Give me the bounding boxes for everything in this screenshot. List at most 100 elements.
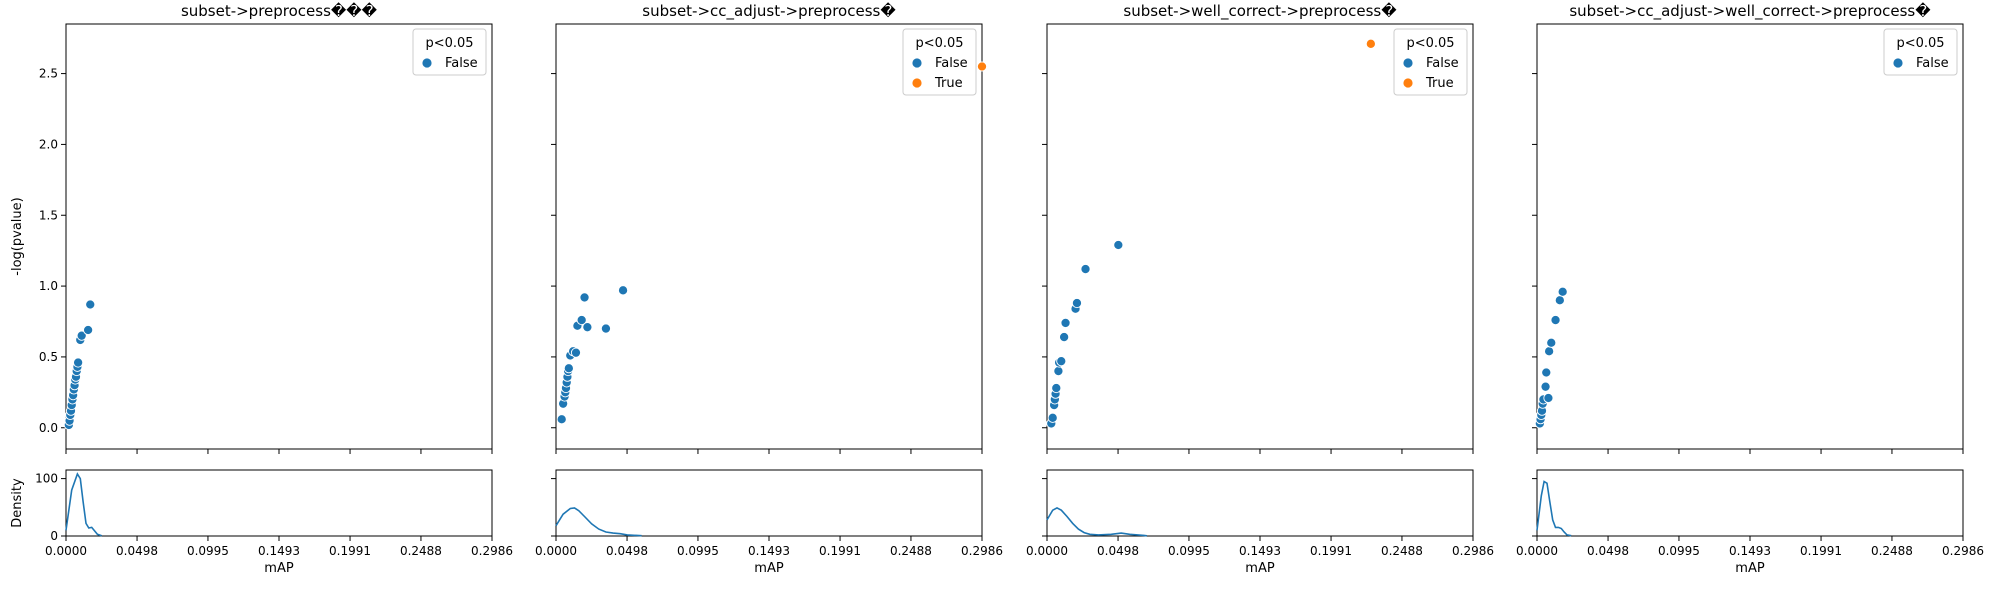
legend-title: p<0.05	[1896, 36, 1944, 51]
data-point-true	[976, 61, 988, 72]
x-tick-label: 0.1493	[1239, 544, 1281, 558]
legend-title: p<0.05	[1406, 36, 1454, 51]
x-tick-label: 0.2488	[400, 544, 442, 558]
chart-title: subset->well_correct->preprocess�	[1123, 2, 1397, 21]
data-point-false	[1060, 317, 1071, 328]
x-tick-label: 0.2488	[1381, 544, 1423, 558]
x-tick-label: 0.0498	[116, 544, 158, 558]
density-curve	[65, 472, 102, 537]
x-tick-label: 0.2488	[1871, 544, 1913, 558]
x-tick-label: 0.2986	[471, 544, 513, 558]
data-point-false	[1047, 412, 1058, 423]
density-curve	[555, 507, 642, 537]
data-point-false	[1544, 346, 1555, 357]
x-tick-label: 0.0000	[1026, 544, 1068, 558]
x-tick-label: 0.1991	[329, 544, 371, 558]
legend-box	[902, 28, 977, 96]
data-point-false	[579, 292, 590, 303]
legend-label: False	[445, 56, 478, 71]
data-point-false	[85, 299, 96, 310]
data-point-false	[582, 322, 593, 333]
x-tick-label: 0.0498	[606, 544, 648, 558]
x-axis-label: mAP	[264, 561, 294, 576]
data-point-false	[1541, 367, 1552, 378]
data-point-false	[76, 330, 87, 341]
data-point-false	[73, 357, 84, 368]
data-point-false	[1540, 381, 1551, 392]
x-tick-label: 0.0000	[1516, 544, 1558, 558]
data-point-false	[618, 285, 629, 296]
chart-title: subset->cc_adjust->preprocess�	[642, 2, 896, 21]
data-point-false	[1557, 286, 1568, 297]
legend-label: False	[935, 56, 968, 71]
y-tick-label: 0.0	[39, 421, 58, 435]
legend-label: False	[1916, 56, 1949, 71]
data-point-false	[1051, 383, 1062, 394]
x-axis-label: mAP	[1245, 561, 1275, 576]
legend-label: True	[1425, 76, 1454, 91]
x-tick-label: 0.1493	[1729, 544, 1771, 558]
x-tick-label: 0.0000	[535, 544, 577, 558]
legend-marker-true	[911, 77, 923, 89]
legend-title: p<0.05	[915, 36, 963, 51]
x-tick-label: 0.2488	[890, 544, 932, 558]
data-point-false	[1554, 295, 1565, 306]
data-point-false	[556, 414, 567, 425]
legend-marker-false	[911, 57, 923, 69]
data-point-false	[1053, 366, 1064, 377]
data-point-false	[1546, 337, 1557, 348]
data-point-false	[83, 324, 94, 336]
x-tick-label: 0.0995	[677, 544, 719, 558]
x-tick-label: 0.1991	[1310, 544, 1352, 558]
x-tick-label: 0.0000	[45, 544, 87, 558]
x-tick-label: 0.1991	[1800, 544, 1842, 558]
legend-title: p<0.05	[425, 36, 473, 51]
x-tick-label: 0.2986	[961, 544, 1003, 558]
data-point-false	[576, 315, 587, 326]
data-point-false	[1056, 356, 1067, 367]
y-tick-label: 0.5	[39, 350, 58, 364]
x-axis-label: mAP	[1735, 561, 1765, 576]
x-tick-label: 0.0498	[1097, 544, 1139, 558]
x-tick-label: 0.1493	[748, 544, 790, 558]
legend-marker-false	[1402, 57, 1414, 69]
x-axis-label: mAP	[754, 561, 784, 576]
data-point-false	[1080, 264, 1091, 275]
y-tick-label: 1.0	[39, 279, 58, 293]
data-point-false	[570, 347, 582, 358]
x-tick-label: 0.1493	[258, 544, 300, 558]
data-point-false	[1550, 315, 1561, 326]
data-point-false	[1113, 239, 1124, 251]
x-tick-label: 0.1991	[819, 544, 861, 558]
density-y-tick-label: 100	[35, 472, 58, 486]
data-point-false	[600, 323, 611, 334]
x-tick-label: 0.0995	[1168, 544, 1210, 558]
y-tick-label: 2.0	[39, 137, 58, 151]
y-tick-label: 2.5	[39, 67, 58, 81]
legend-box	[1393, 28, 1468, 96]
legend-marker-false	[1892, 57, 1904, 69]
legend-label: False	[1426, 56, 1459, 71]
data-point-false	[1543, 392, 1554, 404]
data-point-false	[563, 363, 574, 374]
chart-title: subset->preprocess���	[181, 2, 378, 20]
legend-marker-true	[1402, 77, 1414, 89]
data-point-true	[1365, 38, 1376, 49]
density-curve	[1536, 480, 1572, 537]
y-tick-label: 1.5	[39, 208, 58, 222]
density-y-axis-label: Density	[10, 478, 25, 528]
density-y-tick-label: 0	[50, 529, 58, 543]
chart-title: subset->cc_adjust->well_correct->preproc…	[1569, 2, 1931, 21]
x-tick-label: 0.2986	[1942, 544, 1984, 558]
legend-label: True	[934, 76, 963, 91]
legend-marker-false	[421, 57, 433, 69]
data-point-false	[1059, 332, 1070, 343]
data-point-false	[1071, 298, 1083, 309]
x-tick-label: 0.0995	[187, 544, 229, 558]
density-curve	[1046, 506, 1148, 537]
x-tick-label: 0.0498	[1587, 544, 1629, 558]
y-axis-label: -log(pvalue)	[10, 197, 25, 275]
x-tick-label: 0.2986	[1452, 544, 1494, 558]
